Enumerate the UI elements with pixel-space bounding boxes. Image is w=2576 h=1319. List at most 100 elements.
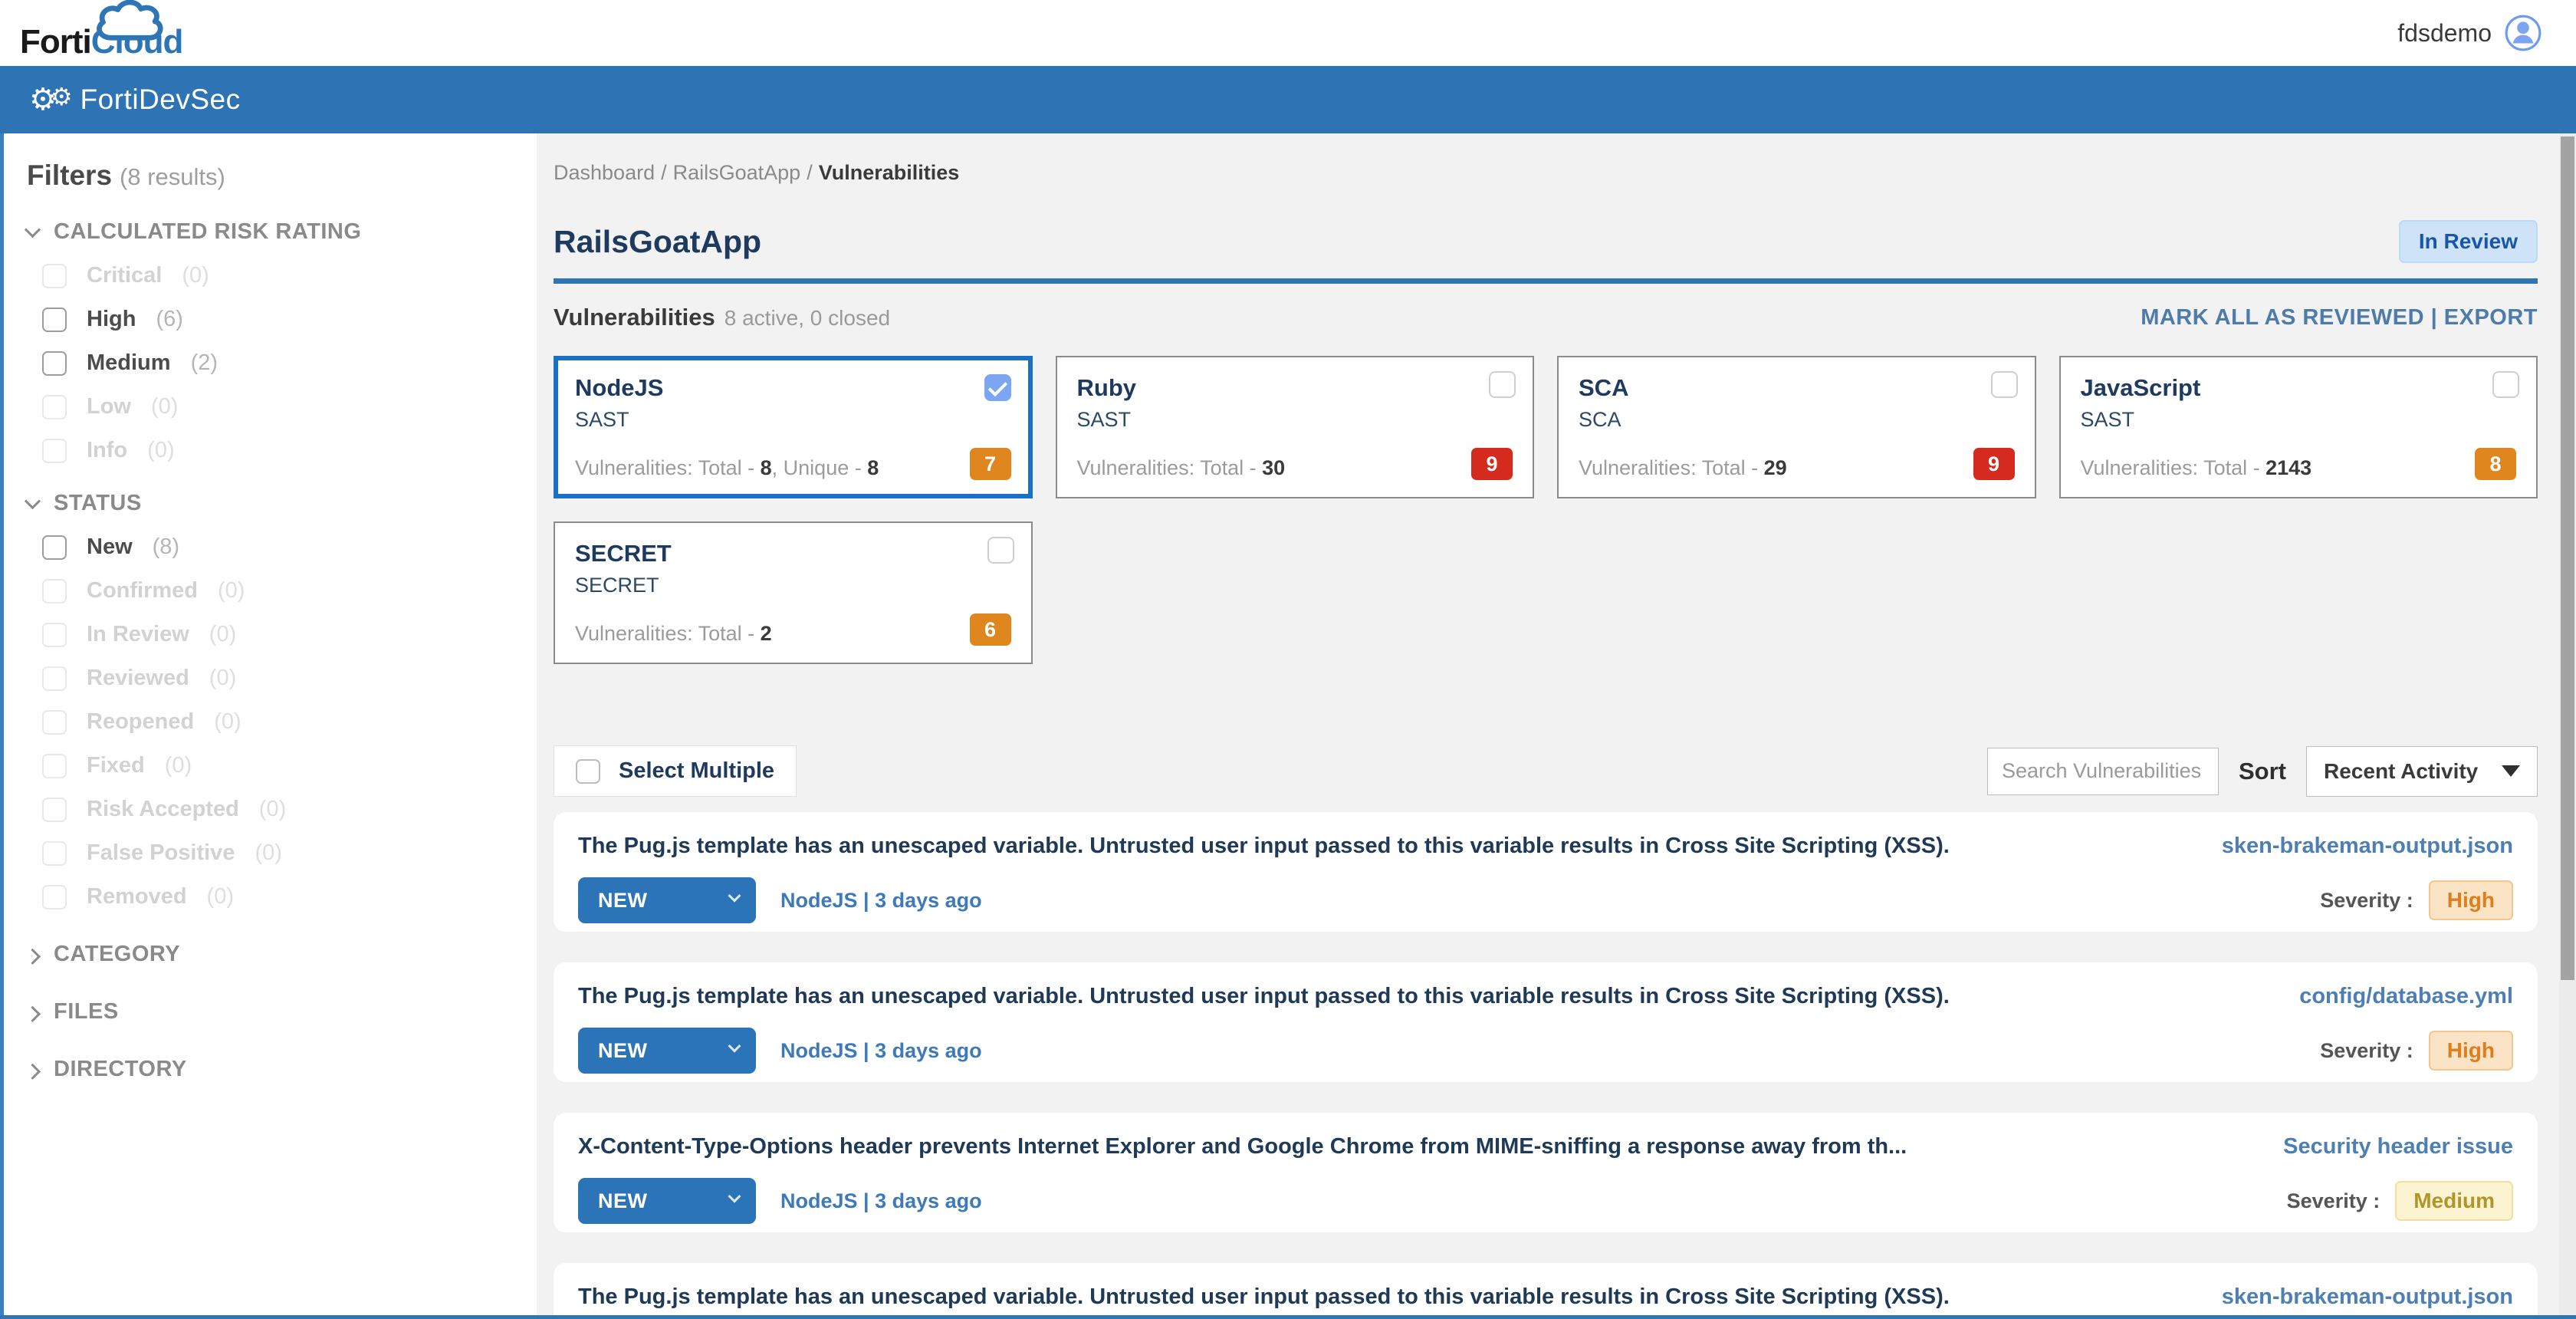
filter-item-risk-accepted[interactable]: Risk Accepted (0) (42, 797, 529, 822)
filter-section-directory[interactable]: DIRECTORY (24, 1057, 529, 1082)
filter-item-medium[interactable]: Medium (2) (42, 350, 529, 376)
user-area[interactable]: fdsdemo (2397, 14, 2542, 52)
vulnerability-title[interactable]: The Pug.js template has an unescaped var… (578, 834, 1950, 858)
scanner-checkbox[interactable] (1489, 371, 1516, 398)
stat-total: 2 (760, 622, 772, 645)
checkbox[interactable] (42, 884, 67, 909)
filter-count: (0) (258, 797, 287, 821)
filter-section-files[interactable]: FILES (24, 999, 529, 1025)
scanner-checkbox[interactable] (987, 537, 1014, 564)
vulnerability-file-link[interactable]: sken-brakeman-output.json (2221, 834, 2513, 858)
vulnerability-row: The Pug.js template has an unescaped var… (554, 812, 2538, 932)
app-bar: ⚙⚙ FortiDevSec (0, 66, 2576, 133)
vulnerability-file-link[interactable]: Security header issue (2283, 1134, 2513, 1159)
mark-all-reviewed-export-links[interactable]: MARK ALL AS REVIEWED | EXPORT (2141, 304, 2538, 330)
checkbox[interactable] (42, 840, 67, 866)
scanner-checkbox[interactable] (1990, 371, 2018, 398)
scanner-card-secret[interactable]: SECRET SECRET Vulneralities: Total - 2 6 (554, 521, 1033, 664)
filter-count: (0) (214, 709, 242, 734)
checkbox[interactable] (42, 578, 67, 604)
checkbox[interactable] (42, 666, 67, 691)
checkbox[interactable] (42, 394, 67, 419)
in-review-status-badge[interactable]: In Review (2398, 220, 2538, 263)
vertical-scrollbar[interactable] (2559, 133, 2576, 1319)
scanner-stats: Vulneralities: Total - 8, Unique - 8 (575, 456, 879, 480)
filter-section-label: FILES (54, 999, 119, 1024)
filter-section-label: DIRECTORY (54, 1057, 187, 1081)
filter-item-critical[interactable]: Critical (0) (42, 263, 529, 288)
status-dropdown[interactable]: NEW (578, 1028, 756, 1074)
checkbox[interactable] (42, 263, 67, 288)
filter-item-reviewed[interactable]: Reviewed (0) (42, 666, 529, 691)
forticloud-logo: FortiCloud (20, 0, 183, 61)
vulnerability-row: The Pug.js template has an unescaped var… (554, 1263, 2538, 1319)
filter-section-header-risk-rating[interactable]: CALCULATED RISK RATING (24, 219, 529, 245)
status-value: NEW (598, 1038, 648, 1062)
breadcrumb-app[interactable]: RailsGoatApp (672, 161, 801, 184)
select-multiple-control[interactable]: Select Multiple (554, 745, 797, 797)
filter-section-category[interactable]: CATEGORY (24, 942, 529, 967)
sort-select[interactable]: Recent Activity (2306, 745, 2538, 797)
user-avatar-icon[interactable] (2504, 14, 2542, 52)
breadcrumb-dashboard[interactable]: Dashboard (554, 161, 656, 184)
scanner-card-javascript[interactable]: JavaScript SAST Vulneralities: Total - 2… (2058, 356, 2538, 498)
scanner-name: JavaScript (2080, 374, 2201, 401)
chevron-down-icon (728, 889, 741, 903)
stat-label: Vulneralities: Total - (575, 456, 761, 479)
scanner-card-ruby[interactable]: Ruby SAST Vulneralities: Total - 30 9 (1055, 356, 1534, 498)
filter-item-in-review[interactable]: In Review (0) (42, 622, 529, 647)
checkbox[interactable] (42, 350, 67, 376)
stat-label: Vulneralities: Total - (1076, 456, 1263, 479)
vulnerability-title[interactable]: The Pug.js template has an unescaped var… (578, 984, 1950, 1008)
scanner-checkbox[interactable] (2492, 371, 2519, 398)
status-value: NEW (598, 888, 648, 912)
logo-text-forti: Forti (20, 23, 92, 61)
vulnerability-title[interactable]: The Pug.js template has an unescaped var… (578, 1284, 1950, 1309)
breadcrumb: Dashboard / RailsGoatApp / Vulnerabilities (554, 161, 2538, 185)
checkbox[interactable] (42, 622, 67, 647)
checkbox[interactable] (42, 709, 67, 735)
checkbox[interactable] (576, 758, 600, 784)
filter-item-reopened[interactable]: Reopened (0) (42, 709, 529, 735)
scanner-stats: Vulneralities: Total - 29 (1579, 456, 1787, 480)
vulnerability-file-link[interactable]: config/database.yml (2299, 984, 2513, 1008)
search-input[interactable] (1987, 747, 2219, 795)
status-dropdown[interactable]: NEW (578, 877, 756, 923)
filter-item-new[interactable]: New (8) (42, 535, 529, 560)
scanner-count-badge: 6 (969, 613, 1011, 646)
chevron-right-icon (24, 1063, 41, 1080)
checkbox[interactable] (42, 438, 67, 463)
filter-section-header-status[interactable]: STATUS (24, 491, 529, 516)
severity-badge: Medium (2395, 1181, 2513, 1221)
status-dropdown[interactable]: NEW (578, 1178, 756, 1224)
filters-title: Filters (8 results) (27, 160, 529, 192)
vulnerability-file-link[interactable]: sken-brakeman-output.json (2221, 1284, 2513, 1309)
filter-item-false-positive[interactable]: False Positive (0) (42, 840, 529, 866)
stat-unique-label: , Unique - (771, 456, 868, 479)
app-title: FortiDevSec (80, 84, 241, 115)
filter-count: (0) (182, 263, 209, 288)
checkbox[interactable] (42, 307, 67, 332)
checkbox[interactable] (42, 753, 67, 778)
scanner-stats: Vulneralities: Total - 2143 (2081, 456, 2312, 480)
filter-item-confirmed[interactable]: Confirmed (0) (42, 578, 529, 604)
checkbox[interactable] (42, 535, 67, 560)
vulnerabilities-label: Vulnerabilities (554, 304, 715, 331)
chevron-down-icon (728, 1039, 741, 1053)
filter-item-info[interactable]: Info (0) (42, 438, 529, 463)
breadcrumb-separator: / (661, 161, 667, 184)
severity-label: Severity : (2286, 1189, 2380, 1212)
scanner-type: SAST (2080, 408, 2135, 431)
scanner-card-nodejs[interactable]: NodeJS SAST Vulneralities: Total - 8, Un… (554, 356, 1033, 498)
scanner-card-sca[interactable]: SCA SCA Vulneralities: Total - 29 9 (1557, 356, 2036, 498)
chevron-down-icon (728, 1189, 741, 1203)
filter-item-removed[interactable]: Removed (0) (42, 884, 529, 909)
vulnerability-title[interactable]: X-Content-Type-Options header prevents I… (578, 1134, 1907, 1159)
scanner-checkbox[interactable] (984, 374, 1011, 401)
filter-item-fixed[interactable]: Fixed (0) (42, 753, 529, 778)
filter-item-high[interactable]: High (6) (42, 307, 529, 332)
checkbox[interactable] (42, 797, 67, 822)
breadcrumb-vulnerabilities: Vulnerabilities (818, 161, 960, 184)
scrollbar-thumb[interactable] (2561, 137, 2574, 980)
filter-item-low[interactable]: Low (0) (42, 394, 529, 419)
